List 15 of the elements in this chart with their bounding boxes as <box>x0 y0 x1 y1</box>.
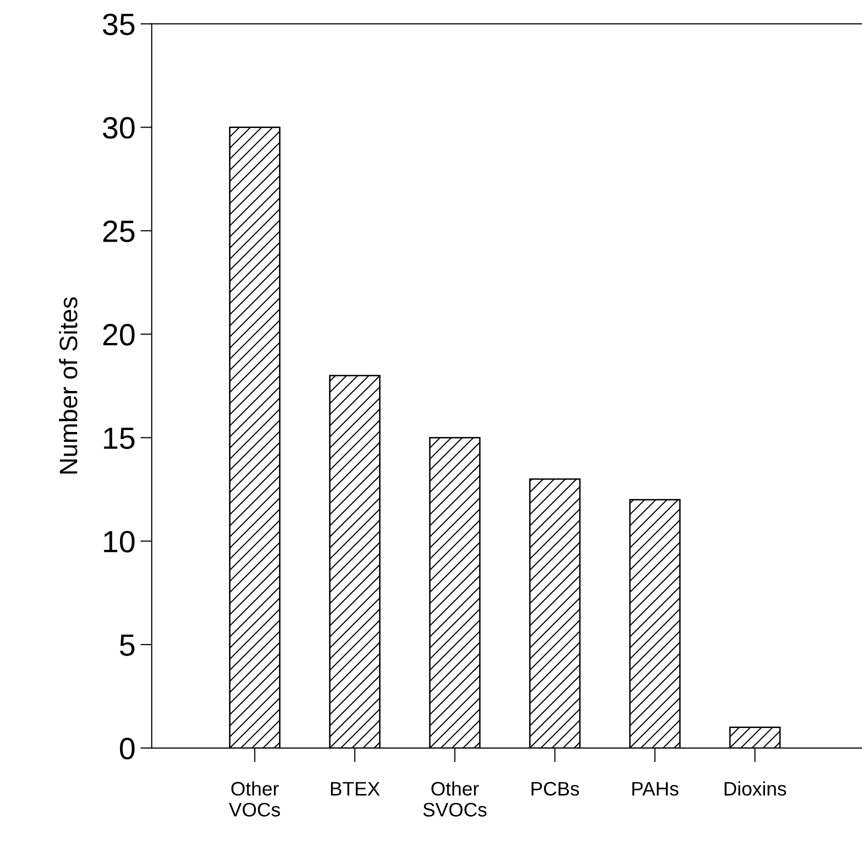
x-tick-label: Dioxins <box>724 781 786 796</box>
y-tick-label: 20 <box>103 324 135 346</box>
x-tick-label: PAHs <box>632 782 678 796</box>
y-tick-label: 25 <box>103 220 134 242</box>
y-tick-label: 0 <box>120 738 135 760</box>
y-tick-label: 35 <box>102 14 134 36</box>
x-tick-label: BTEX <box>330 782 380 796</box>
x-tick-label: PCBs <box>532 782 580 796</box>
y-axis-title: Number of Sites <box>59 297 78 474</box>
y-tick-label: 15 <box>104 428 134 450</box>
y-tick-label: 30 <box>102 117 135 139</box>
y-tick-label: 5 <box>120 634 134 656</box>
x-tick-label: Other SVOCs <box>423 781 487 817</box>
x-tick-label: Other VOCs <box>228 781 280 817</box>
y-tick-label: 10 <box>104 530 135 552</box>
